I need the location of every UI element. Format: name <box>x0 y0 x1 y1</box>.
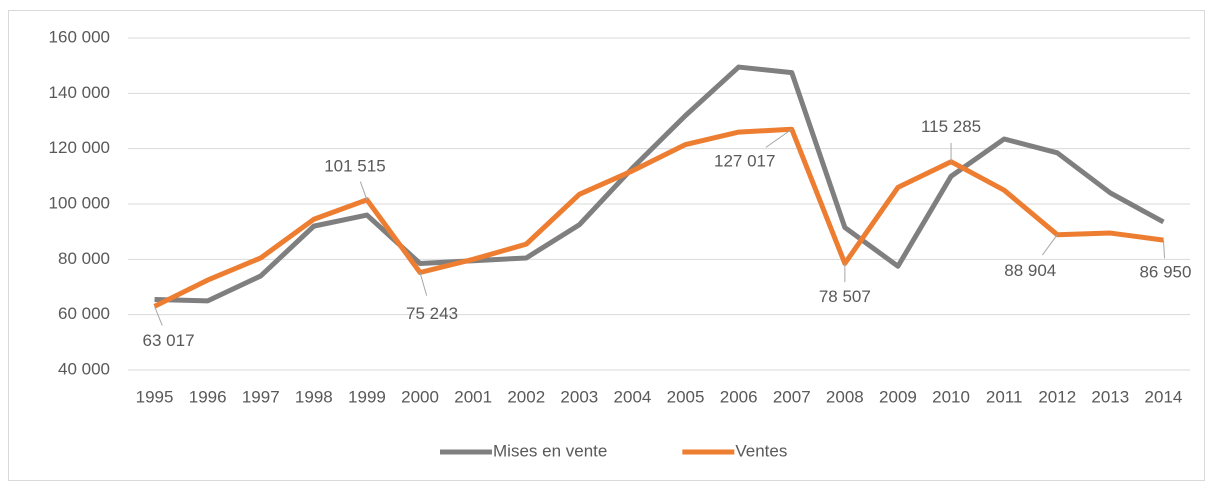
y-tick-label: 120 000 <box>49 138 110 157</box>
x-tick-label: 2007 <box>773 387 811 406</box>
leader-line <box>765 128 793 148</box>
x-tick-label: 1997 <box>242 387 280 406</box>
x-tick-label: 1999 <box>348 387 386 406</box>
y-tick-label: 80 000 <box>58 249 110 268</box>
data-label: 88 904 <box>1004 261 1056 280</box>
y-tick-label: 160 000 <box>49 27 110 46</box>
y-tick-label: 100 000 <box>49 193 110 212</box>
x-tick-label: 2010 <box>932 387 970 406</box>
leader-line <box>154 306 163 326</box>
data-label: 127 017 <box>714 152 775 171</box>
x-tick-label: 2000 <box>401 387 439 406</box>
x-tick-label: 1995 <box>136 387 174 406</box>
x-tick-label: 1996 <box>189 387 227 406</box>
x-tick-label: 2002 <box>507 387 545 406</box>
data-label: 75 243 <box>406 304 458 323</box>
data-label: 115 285 <box>921 117 981 136</box>
x-tick-label: 2001 <box>454 387 492 406</box>
leader-line <box>359 181 368 200</box>
y-tick-label: 40 000 <box>58 359 110 378</box>
x-tick-label: 1998 <box>295 387 333 406</box>
x-tick-label: 2014 <box>1145 387 1183 406</box>
x-tick-label: 2013 <box>1091 387 1129 406</box>
x-tick-label: 2004 <box>614 387 652 406</box>
leader-line <box>1041 234 1058 256</box>
data-label: 101 515 <box>324 156 385 175</box>
chart-frame <box>8 10 1205 481</box>
data-label: 78 507 <box>819 287 871 306</box>
x-tick-label: 2008 <box>826 387 864 406</box>
leader-line <box>419 272 428 296</box>
x-tick-label: 2003 <box>560 387 598 406</box>
x-tick-label: 2009 <box>879 387 917 406</box>
legend-label: Ventes <box>735 441 787 460</box>
legend-label: Mises en vente <box>493 441 607 460</box>
data-label: 63 017 <box>143 331 195 350</box>
x-tick-label: 2006 <box>720 387 758 406</box>
leader-line <box>1162 240 1166 259</box>
data-label: 86 950 <box>1139 263 1191 282</box>
y-tick-label: 140 000 <box>49 83 110 102</box>
x-tick-label: 2011 <box>986 387 1023 406</box>
series-line <box>153 126 1164 309</box>
series-line <box>154 64 1165 304</box>
y-tick-label: 60 000 <box>58 304 110 323</box>
x-tick-label: 2005 <box>667 387 705 406</box>
x-tick-label: 2012 <box>1038 387 1076 406</box>
